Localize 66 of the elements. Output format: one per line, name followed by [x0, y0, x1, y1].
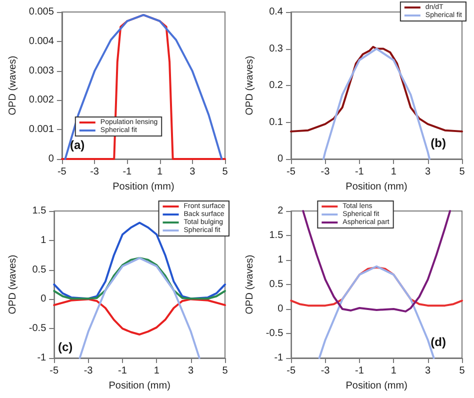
x-tick-label: -5: [286, 366, 296, 376]
x-axis-title: Position (mm): [112, 181, 174, 192]
y-axis-title: OPD (waves): [244, 254, 256, 314]
y-tick-label: 1: [40, 234, 47, 246]
y-tick-label: -0.5: [266, 328, 284, 339]
line-series: [53, 298, 226, 336]
x-tick-label: 3: [188, 366, 194, 376]
y-tick-label: 0.5: [269, 279, 284, 290]
x-tick-label: -5: [286, 166, 296, 178]
x-tick-label: 3: [425, 166, 432, 178]
y-tick-label: 2: [278, 206, 284, 216]
x-axis-title: Position (mm): [346, 380, 408, 392]
x-tick-label: -5: [57, 166, 67, 178]
y-tick-label: 0: [277, 154, 284, 164]
y-tick-label: 0.1: [269, 116, 284, 128]
x-tick-label: -3: [84, 366, 94, 376]
x-tick-label: -5: [50, 366, 60, 376]
x-tick-label: -3: [320, 366, 330, 376]
y-tick-label: 0: [48, 154, 54, 164]
x-tick-label: -3: [90, 166, 100, 178]
y-tick-label: 0.004: [28, 36, 54, 47]
y-tick-label: 0.002: [28, 94, 54, 106]
y-tick-label: 1.5: [32, 206, 47, 216]
x-tick-label: 1: [156, 166, 163, 178]
x-tick-label: -1: [355, 366, 364, 376]
x-tick-label: -1: [118, 366, 128, 376]
y-tick-label: -1: [274, 352, 284, 364]
y-tick-label: 0.001: [28, 124, 54, 136]
x-tick-label: 1: [390, 166, 397, 178]
y-axis-title: OPD (waves): [8, 56, 18, 116]
x-tick-label: -1: [354, 166, 364, 178]
y-tick-label: 0.5: [32, 264, 47, 276]
annotation: (b): [430, 136, 446, 150]
y-tick-label: 1.5: [269, 230, 284, 241]
y-tick-label: 0: [40, 294, 47, 305]
x-tick-label: 3: [425, 366, 432, 376]
line-series: [302, 210, 452, 312]
line-series: [322, 48, 431, 160]
x-tick-label: 3: [190, 166, 196, 178]
y-tick-label: -0.5: [28, 323, 47, 334]
x-tick-label: 5: [459, 366, 466, 376]
annotation: (d): [430, 335, 446, 349]
x-tick-label: 1: [154, 366, 160, 376]
x-axis-title: Position (mm): [108, 380, 170, 392]
x-tick-label: -1: [122, 166, 132, 178]
y-tick-label: 0.4: [269, 6, 284, 18]
y-tick-label: 0.005: [28, 6, 54, 18]
y-tick-label: 0.003: [28, 65, 54, 76]
y-tick-label: 0.2: [269, 80, 284, 91]
y-tick-label: 0: [278, 304, 284, 314]
y-axis-title: OPD (waves): [8, 254, 18, 314]
line-series: [78, 257, 200, 359]
line-series: [290, 46, 463, 132]
x-tick-label: 5: [222, 166, 228, 178]
x-tick-label: 5: [459, 166, 466, 178]
x-tick-label: 5: [222, 366, 228, 376]
line-series: [53, 257, 226, 300]
y-axis-title: OPD (waves): [244, 56, 256, 116]
x-axis-title: Position (mm): [346, 181, 408, 192]
y-tick-label: 0.3: [269, 43, 284, 54]
x-tick-label: 1: [390, 366, 397, 376]
x-tick-label: -3: [320, 166, 330, 178]
y-tick-label: 1: [278, 254, 284, 266]
annotation: (c): [58, 340, 73, 354]
y-tick-label: -1: [37, 352, 47, 364]
annotation: (a): [70, 138, 85, 152]
